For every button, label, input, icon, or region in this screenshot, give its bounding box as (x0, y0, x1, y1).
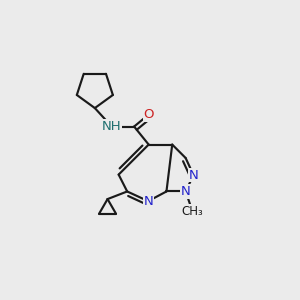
Text: N: N (143, 195, 153, 208)
Text: NH: NH (102, 120, 122, 133)
Text: O: O (143, 108, 154, 121)
Text: N: N (181, 185, 190, 198)
Text: N: N (189, 169, 198, 182)
Text: CH₃: CH₃ (182, 205, 203, 218)
